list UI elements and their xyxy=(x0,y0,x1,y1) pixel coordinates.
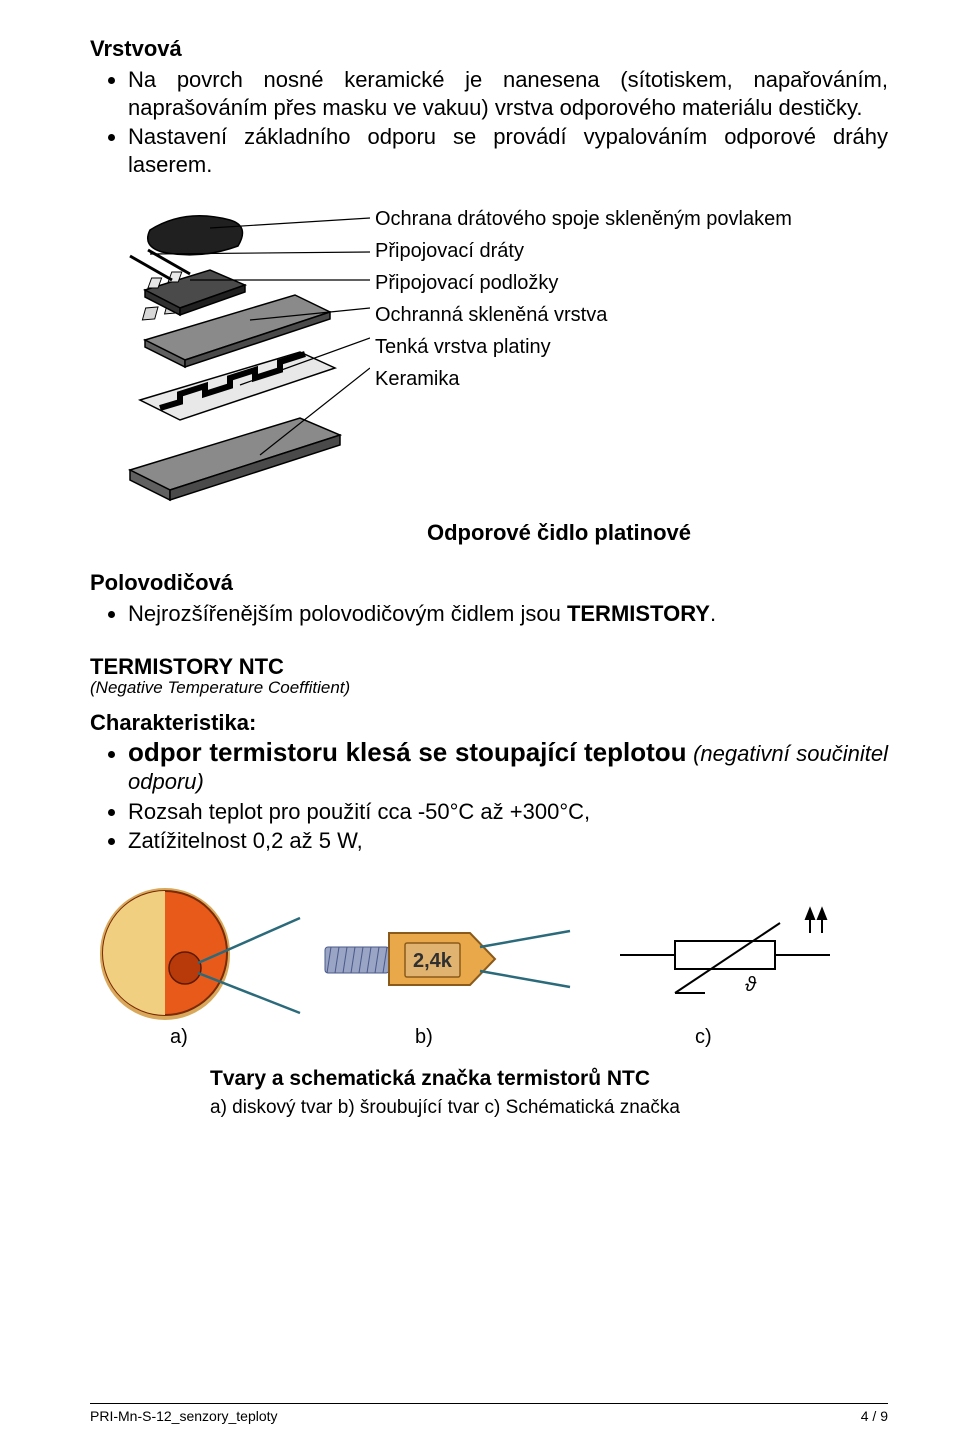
bullet-item: Nastavení základního odporu se provádí v… xyxy=(128,123,888,178)
bullet-list-characteristics: odpor termistoru klesá se stoupající tep… xyxy=(90,736,888,855)
text: Nejrozšířenějším polovodičovým čidlem js… xyxy=(128,601,567,626)
bullet-item: odpor termistoru klesá se stoupající tep… xyxy=(128,736,888,796)
page-footer: PRI-Mn-S-12_senzory_teploty 4 / 9 xyxy=(90,1403,888,1424)
fig-a-label: a) xyxy=(170,1026,188,1048)
diagram-label: Keramika xyxy=(375,368,792,390)
fig-b-label: b) xyxy=(415,1026,433,1048)
fig-b: 2,4k b) xyxy=(325,931,570,1048)
section-title-polovodicova: Polovodičová xyxy=(90,570,888,596)
thermistor-shapes-figure: a) 2,4k xyxy=(90,873,888,1053)
sensor-exploded-svg xyxy=(90,200,370,510)
bullet-list-vrstvova: Na povrch nosné keramické je nanesena (s… xyxy=(90,66,888,178)
fig-a: a) xyxy=(100,888,300,1048)
section-title-vrstvova: Vrstvová xyxy=(90,36,888,62)
text-bold: TERMISTORY xyxy=(567,601,710,626)
text-bold: odpor termistoru klesá se stoupající tep… xyxy=(128,737,687,767)
footer-right: 4 / 9 xyxy=(861,1408,888,1424)
fig-c-label: c) xyxy=(695,1026,712,1048)
svg-text:2,4k: 2,4k xyxy=(413,950,453,972)
characteristics-label: Charakteristika: xyxy=(90,710,888,736)
bullet-item: Rozsah teplot pro použití cca -50°C až +… xyxy=(128,798,888,826)
bullet-item: Nejrozšířenějším polovodičovým čidlem js… xyxy=(128,600,888,628)
diagram-caption: Odporové čidlo platinové xyxy=(230,520,888,546)
diagram-label: Připojovací podložky xyxy=(375,272,792,294)
legend-title: Tvary a schematická značka termistorů NT… xyxy=(210,1067,888,1091)
diagram-label: Tenká vrstva platiny xyxy=(375,336,792,358)
fig-c: ϑ c) xyxy=(620,909,830,1048)
section-title-ntc: TERMISTORY NTC xyxy=(90,654,888,680)
thermistor-svg: a) 2,4k xyxy=(90,873,870,1053)
bullet-item: Na povrch nosné keramické je nanesena (s… xyxy=(128,66,888,121)
legend-items: a) diskový tvar b) šroubující tvar c) Sc… xyxy=(210,1097,888,1119)
diagram-label: Připojovací dráty xyxy=(375,240,792,262)
diagram-label: Ochrana drátového spoje skleněným povlak… xyxy=(375,208,792,230)
bullet-list-polovodicova: Nejrozšířenějším polovodičovým čidlem js… xyxy=(90,600,888,628)
diagram-label: Ochranná skleněná vrstva xyxy=(375,304,792,326)
bullet-item: Zatížitelnost 0,2 až 5 W, xyxy=(128,827,888,855)
subtitle-ntc: (Negative Temperature Coeffitient) xyxy=(90,678,888,698)
footer-left: PRI-Mn-S-12_senzory_teploty xyxy=(90,1408,278,1424)
figure-legend: Tvary a schematická značka termistorů NT… xyxy=(210,1067,888,1119)
svg-text:ϑ: ϑ xyxy=(745,974,757,996)
text: . xyxy=(710,601,716,626)
exploded-diagram: Ochrana drátového spoje skleněným povlak… xyxy=(90,200,888,510)
